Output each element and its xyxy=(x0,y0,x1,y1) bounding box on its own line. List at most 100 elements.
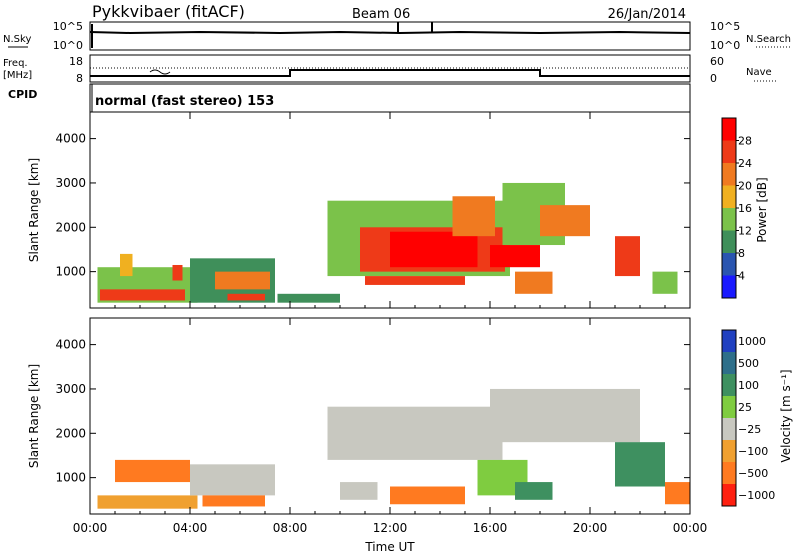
power-cell xyxy=(652,271,678,294)
velocity-cell xyxy=(97,495,198,509)
power-colorbar-segment xyxy=(722,163,736,186)
velocity-cell xyxy=(115,459,190,483)
power-ylabel: Slant Range [km] xyxy=(27,158,41,262)
power-colorbar-tick-label: 20 xyxy=(738,180,752,193)
power-ytick-label: 1000 xyxy=(55,265,86,279)
power-cell xyxy=(452,196,495,237)
velocity-axes: 1000 2000 3000 4000 00:00 04:00 08:00 12:00 16:0… xyxy=(55,318,707,535)
freq-left-label: Freq. xyxy=(3,58,28,69)
freq-right-label: Nave xyxy=(746,67,772,78)
freq-panel: Freq. [MHz] 18 8 60 0 Nave CPID xyxy=(3,54,778,101)
velocity-colorbar-tick-label: 500 xyxy=(738,357,759,370)
noise-sky-trace xyxy=(89,30,691,35)
power-cell xyxy=(365,276,465,285)
velocity-colorbar-segment xyxy=(722,374,736,396)
power-colorbar-segment xyxy=(722,230,736,253)
velocity-xtick-label: 12:00 xyxy=(373,521,408,535)
velocity-cell xyxy=(615,442,665,487)
freq-wiggle xyxy=(149,69,171,75)
velocity-xtick-label: 16:00 xyxy=(473,521,508,535)
power-data-cells xyxy=(97,182,678,303)
noise-left-label: N.Sky xyxy=(3,34,31,45)
velocity-ytick-label: 1000 xyxy=(55,471,86,485)
velocity-colorbar-label: Velocity [m s⁻¹] xyxy=(779,369,793,462)
velocity-cell xyxy=(190,464,275,496)
power-cell xyxy=(277,293,340,303)
power-colorbar-tick-label: 4 xyxy=(738,270,745,283)
beam-title: Beam 06 xyxy=(352,7,410,22)
noise-right-tick-low: 10^0 xyxy=(710,39,740,52)
power-ytick-label: 3000 xyxy=(55,176,86,190)
freq-right-tick-high: 60 xyxy=(710,55,724,68)
frequency-trace xyxy=(90,69,690,77)
velocity-colorbar-segment xyxy=(722,352,736,374)
power-cell xyxy=(515,271,553,294)
power-colorbar-segment xyxy=(722,275,736,298)
power-panel: 1000 2000 3000 4000 Slant Range [km] xyxy=(27,111,691,309)
freq-right-tick-low: 0 xyxy=(710,72,717,85)
power-colorbar-label: Power [dB] xyxy=(755,177,769,242)
power-colorbar-segment xyxy=(722,185,736,208)
velocity-panel-frame xyxy=(89,317,691,515)
power-cell xyxy=(215,271,270,290)
power-colorbar-segment xyxy=(722,208,736,231)
freq-left-tick-low: 8 xyxy=(76,72,83,85)
velocity-cell xyxy=(490,388,640,443)
cpid-panel: normal (fast stereo) 153 xyxy=(89,83,691,113)
velocity-colorbar-segment xyxy=(722,396,736,418)
power-colorbar-tick-label: 28 xyxy=(738,135,752,148)
power-ytick-label: 4000 xyxy=(55,132,86,146)
velocity-colorbar-tick-label: 1000 xyxy=(738,335,766,348)
noise-right-label: N.Search xyxy=(746,34,791,45)
noise-left-tick-high: 10^5 xyxy=(53,20,83,33)
velocity-colorbar-tick-label: −1000 xyxy=(738,489,775,502)
power-colorbar-tick-label: 16 xyxy=(738,202,752,215)
velocity-panel: 1000 2000 3000 4000 00:00 04:00 08:00 12:00 16:0… xyxy=(27,317,707,554)
power-colorbar-segment xyxy=(722,118,736,141)
velocity-data-cells xyxy=(97,388,690,509)
velocity-xtick-label: 00:00 xyxy=(673,521,708,535)
velocity-cell xyxy=(202,495,265,507)
power-cell xyxy=(172,264,183,281)
velocity-colorbar-frame xyxy=(721,329,737,507)
velocity-xtick-label: 08:00 xyxy=(273,521,308,535)
power-cell xyxy=(120,253,133,277)
velocity-colorbar-segment xyxy=(722,418,736,440)
velocity-colorbar-tick-label: 25 xyxy=(738,401,752,414)
velocity-cell xyxy=(390,486,465,505)
velocity-colorbar-tick-label: 100 xyxy=(738,379,759,392)
power-cell xyxy=(100,289,185,301)
velocity-colorbar-tick-label: −500 xyxy=(738,467,768,480)
power-cell xyxy=(490,245,540,268)
time-axis-label: Time UT xyxy=(364,540,415,554)
velocity-colorbar: Velocity [m s⁻¹] 1000 500 100 25 −25 −100 −500… xyxy=(721,329,793,507)
freq-left-tick-high: 18 xyxy=(69,55,83,68)
noise-right-tick-high: 10^5 xyxy=(710,20,740,33)
power-colorbar-segment xyxy=(722,253,736,276)
power-cell xyxy=(615,236,640,277)
power-cell xyxy=(390,231,478,268)
velocity-xtick-label: 04:00 xyxy=(173,521,208,535)
date-title: 26/Jan/2014 xyxy=(608,7,686,22)
power-panel-frame xyxy=(89,111,691,309)
velocity-ytick-label: 3000 xyxy=(55,382,86,396)
velocity-colorbar-segment xyxy=(722,440,736,462)
velocity-colorbar-segment xyxy=(722,462,736,484)
cpid-label: CPID xyxy=(8,88,37,101)
cpid-text: normal (fast stereo) 153 xyxy=(95,94,274,109)
freq-left-unit: [MHz] xyxy=(3,70,32,81)
velocity-cell xyxy=(340,482,378,500)
station-title: Pykkvibaer (fitACF) xyxy=(92,2,245,21)
power-ytick-label: 2000 xyxy=(55,220,86,234)
velocity-colorbar-tick-label: −25 xyxy=(738,423,761,436)
velocity-ylabel: Slant Range [km] xyxy=(27,364,41,468)
velocity-colorbar-segment xyxy=(722,330,736,352)
power-colorbar-tick-label: 12 xyxy=(738,225,752,238)
noise-panel-frame xyxy=(89,21,691,51)
power-colorbar: Power [dB] 4 8 12 16 20 24 28 xyxy=(721,117,769,299)
velocity-colorbar-segment xyxy=(722,484,736,506)
velocity-colorbar-tick-label: −100 xyxy=(738,445,768,458)
power-colorbar-tick-label: 24 xyxy=(738,157,752,170)
power-colorbar-tick-label: 8 xyxy=(738,247,745,260)
